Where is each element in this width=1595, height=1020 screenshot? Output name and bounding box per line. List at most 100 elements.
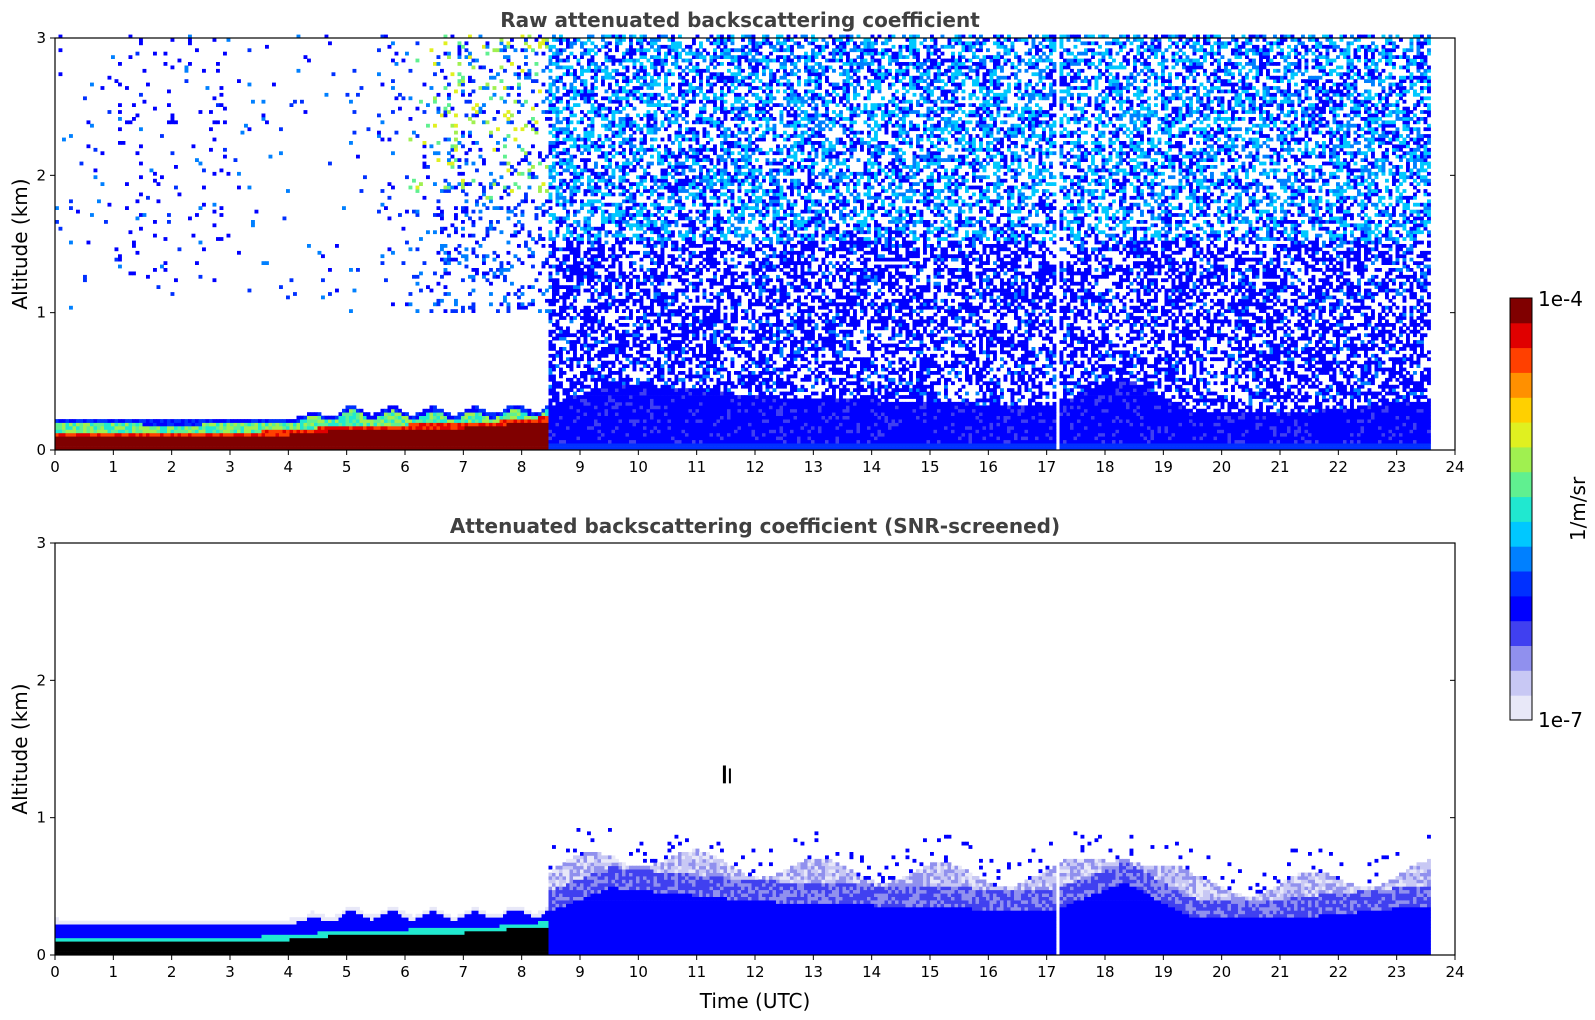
- heatmap-cell: [566, 402, 570, 406]
- heatmap-cell: [587, 316, 591, 320]
- heatmap-cell: [314, 416, 318, 420]
- heatmap-cell: [577, 251, 581, 255]
- heatmap-cell: [542, 433, 546, 437]
- heatmap-cell: [164, 419, 168, 423]
- heatmap-cell: [349, 141, 353, 145]
- heatmap-cell: [545, 258, 549, 262]
- heatmap-cell: [619, 234, 623, 238]
- heatmap-cell: [507, 169, 511, 173]
- heatmap-cell: [531, 107, 535, 111]
- heatmap-cell: [87, 423, 91, 427]
- heatmap-cell: [426, 433, 430, 437]
- heatmap-cell: [440, 258, 444, 262]
- heatmap-cell: [465, 423, 469, 427]
- heatmap-cell: [535, 241, 539, 245]
- heatmap-cell: [335, 436, 339, 440]
- heatmap-cell: [171, 117, 175, 121]
- heatmap-cell: [580, 268, 584, 272]
- heatmap-cell: [577, 313, 581, 317]
- heatmap-cell: [125, 440, 129, 444]
- heatmap-cell: [528, 429, 532, 433]
- heatmap-cell: [587, 234, 591, 238]
- heatmap-cell: [580, 96, 584, 100]
- heatmap-cell: [608, 254, 612, 258]
- heatmap-cell: [423, 83, 427, 87]
- heatmap-cell: [192, 423, 196, 427]
- heatmap-cell: [601, 144, 605, 148]
- heatmap-cell: [402, 423, 406, 427]
- heatmap-cell: [482, 261, 486, 265]
- heatmap-cell: [136, 429, 140, 433]
- heatmap-cell: [587, 278, 591, 282]
- heatmap-cell: [605, 361, 609, 365]
- heatmap-cell: [332, 436, 336, 440]
- heatmap-cell: [178, 426, 182, 430]
- heatmap-cell: [419, 419, 423, 423]
- heatmap-cell: [636, 399, 640, 403]
- heatmap-cell: [598, 423, 602, 427]
- heatmap-cell: [423, 426, 427, 430]
- heatmap-cell: [104, 443, 108, 447]
- heatmap-cell: [433, 230, 437, 234]
- heatmap-cell: [601, 340, 605, 344]
- heatmap-cell: [419, 436, 423, 440]
- heatmap-cell: [468, 423, 472, 427]
- heatmap-cell: [580, 172, 584, 176]
- heatmap-cell: [601, 306, 605, 310]
- heatmap-cell: [332, 419, 336, 423]
- heatmap-cell: [524, 124, 528, 128]
- heatmap-cell: [619, 72, 623, 76]
- heatmap-cell: [248, 436, 252, 440]
- heatmap-cell: [619, 375, 623, 379]
- heatmap-cell: [482, 103, 486, 107]
- heatmap-cell: [412, 436, 416, 440]
- heatmap-cell: [601, 443, 605, 447]
- heatmap-cell: [573, 299, 577, 303]
- heatmap-cell: [115, 443, 119, 447]
- heatmap-cell: [521, 419, 525, 423]
- heatmap-cell: [258, 423, 262, 427]
- heatmap-cell: [552, 251, 556, 255]
- heatmap-cell: [482, 120, 486, 124]
- heatmap-cell: [622, 241, 626, 245]
- heatmap-cell: [566, 340, 570, 344]
- heatmap-cell: [458, 419, 462, 423]
- heatmap-cell: [559, 357, 563, 361]
- heatmap-cell: [535, 440, 539, 444]
- heatmap-cell: [321, 296, 325, 300]
- heatmap-cell: [472, 436, 476, 440]
- heatmap-cell: [248, 440, 252, 444]
- heatmap-cell: [199, 275, 203, 279]
- heatmap-cell: [465, 114, 469, 118]
- heatmap-cell: [503, 299, 507, 303]
- heatmap-cell: [598, 364, 602, 368]
- heatmap-cell: [353, 426, 357, 430]
- heatmap-cell: [573, 213, 577, 217]
- heatmap-cell: [549, 364, 553, 368]
- heatmap-cell: [510, 114, 514, 118]
- heatmap-cell: [349, 419, 353, 423]
- heatmap-cell: [573, 350, 577, 354]
- heatmap-cell: [577, 330, 581, 334]
- heatmap-cell: [622, 419, 626, 423]
- heatmap-cell: [566, 169, 570, 173]
- heatmap-cell: [297, 443, 301, 447]
- heatmap-cell: [433, 182, 437, 186]
- heatmap-cell: [433, 433, 437, 437]
- heatmap-cell: [633, 72, 637, 76]
- heatmap-cell: [573, 127, 577, 131]
- heatmap-cell: [94, 175, 98, 179]
- heatmap-cell: [591, 134, 595, 138]
- heatmap-cell: [286, 426, 290, 430]
- heatmap-cell: [587, 93, 591, 97]
- heatmap-cell: [500, 433, 504, 437]
- heatmap-cell: [178, 429, 182, 433]
- heatmap-cell: [573, 268, 577, 272]
- heatmap-cell: [608, 120, 612, 124]
- heatmap-cell: [636, 320, 640, 324]
- heatmap-cell: [587, 227, 591, 231]
- heatmap-cell: [542, 412, 546, 416]
- heatmap-cell: [584, 392, 588, 396]
- heatmap-cell: [601, 289, 605, 293]
- heatmap-cell: [311, 419, 315, 423]
